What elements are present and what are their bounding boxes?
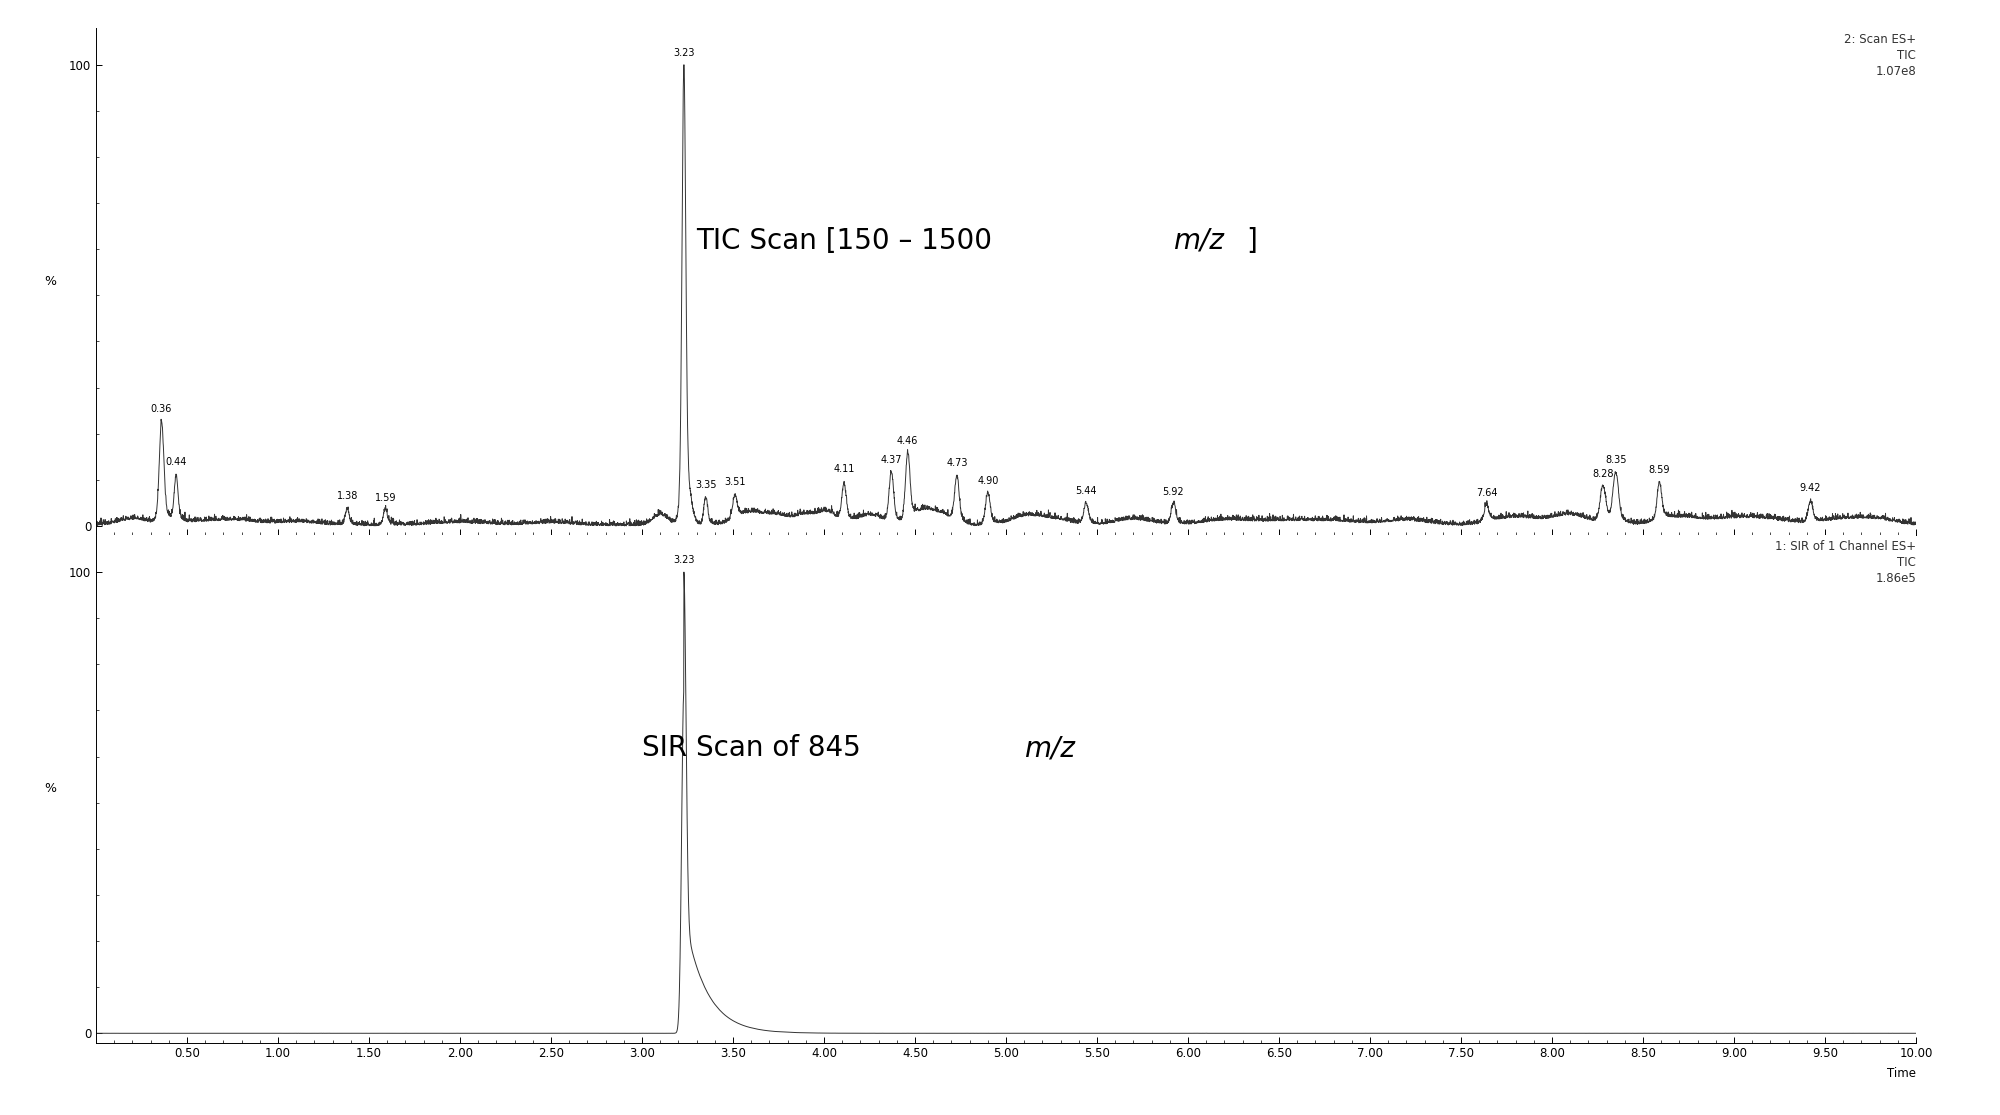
Text: 4.46: 4.46 bbox=[898, 436, 918, 446]
Text: 0.44: 0.44 bbox=[166, 457, 186, 467]
Text: 8.28: 8.28 bbox=[1592, 468, 1614, 478]
Text: 4.37: 4.37 bbox=[880, 455, 902, 465]
Text: 8.59: 8.59 bbox=[1648, 465, 1670, 475]
Text: 4.90: 4.90 bbox=[978, 476, 998, 486]
Text: m/z: m/z bbox=[1024, 735, 1076, 763]
Text: 5.92: 5.92 bbox=[1162, 487, 1184, 497]
Text: 4.11: 4.11 bbox=[834, 465, 854, 475]
Text: 7.64: 7.64 bbox=[1476, 488, 1498, 498]
Text: m/z: m/z bbox=[1174, 227, 1224, 255]
Text: %: % bbox=[44, 275, 56, 288]
Text: 3.51: 3.51 bbox=[724, 477, 746, 487]
Text: SIR Scan of 845: SIR Scan of 845 bbox=[642, 735, 870, 763]
Text: 3.35: 3.35 bbox=[694, 481, 716, 491]
Text: 3.23: 3.23 bbox=[674, 48, 694, 58]
Text: 1: SIR of 1 Channel ES+
TIC
1.86e5: 1: SIR of 1 Channel ES+ TIC 1.86e5 bbox=[1774, 541, 1916, 585]
Text: 9.42: 9.42 bbox=[1800, 483, 1822, 493]
Text: 2: Scan ES+
TIC
1.07e8: 2: Scan ES+ TIC 1.07e8 bbox=[1844, 33, 1916, 78]
Text: TIC Scan [150 – 1500: TIC Scan [150 – 1500 bbox=[696, 227, 1002, 255]
Text: %: % bbox=[44, 783, 56, 795]
Text: 0.36: 0.36 bbox=[150, 404, 172, 414]
Text: 8.35: 8.35 bbox=[1604, 455, 1626, 465]
Text: 1.38: 1.38 bbox=[336, 491, 358, 501]
Text: 4.73: 4.73 bbox=[946, 458, 968, 468]
Text: ]: ] bbox=[1246, 227, 1258, 255]
Text: 1.59: 1.59 bbox=[374, 493, 396, 503]
Text: 5.44: 5.44 bbox=[1076, 486, 1096, 496]
Text: Time: Time bbox=[1888, 1067, 1916, 1079]
Text: 3.23: 3.23 bbox=[674, 555, 694, 565]
